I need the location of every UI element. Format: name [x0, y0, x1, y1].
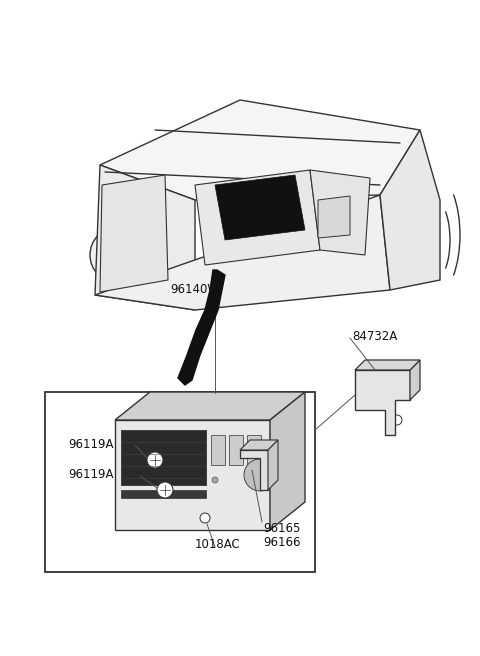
- Polygon shape: [100, 175, 168, 292]
- Polygon shape: [240, 450, 268, 490]
- Text: 84732A: 84732A: [352, 330, 397, 343]
- Polygon shape: [215, 175, 305, 240]
- Polygon shape: [195, 170, 320, 265]
- Polygon shape: [95, 195, 390, 310]
- Circle shape: [147, 452, 163, 468]
- Polygon shape: [318, 196, 350, 238]
- Polygon shape: [355, 360, 420, 370]
- Bar: [229, 435, 243, 465]
- Text: 96119A: 96119A: [68, 438, 113, 451]
- Bar: [121, 430, 206, 485]
- Bar: [211, 435, 225, 465]
- Polygon shape: [95, 165, 195, 310]
- Polygon shape: [100, 100, 420, 200]
- Text: 96165: 96165: [263, 522, 300, 535]
- Polygon shape: [178, 270, 225, 385]
- Polygon shape: [355, 370, 410, 435]
- Bar: [121, 490, 206, 498]
- Bar: [247, 435, 261, 465]
- Circle shape: [212, 477, 218, 483]
- Polygon shape: [270, 392, 305, 530]
- Polygon shape: [380, 130, 440, 290]
- Polygon shape: [115, 392, 305, 420]
- Circle shape: [244, 459, 276, 491]
- Bar: [45, 392, 315, 572]
- Text: 96140W: 96140W: [170, 283, 219, 296]
- Text: 1018AC: 1018AC: [195, 538, 241, 551]
- Polygon shape: [310, 170, 370, 255]
- Bar: [330, 255, 365, 275]
- Circle shape: [364, 384, 376, 396]
- Circle shape: [380, 205, 390, 215]
- Bar: [115, 420, 270, 530]
- Circle shape: [90, 227, 146, 283]
- Polygon shape: [268, 440, 278, 490]
- Bar: [148, 260, 164, 272]
- Polygon shape: [410, 360, 420, 400]
- Circle shape: [157, 482, 173, 498]
- Circle shape: [392, 415, 402, 425]
- Text: 96166: 96166: [263, 536, 300, 549]
- Circle shape: [200, 513, 210, 523]
- Polygon shape: [240, 440, 278, 450]
- Circle shape: [250, 112, 260, 122]
- Text: 96119A: 96119A: [68, 468, 113, 481]
